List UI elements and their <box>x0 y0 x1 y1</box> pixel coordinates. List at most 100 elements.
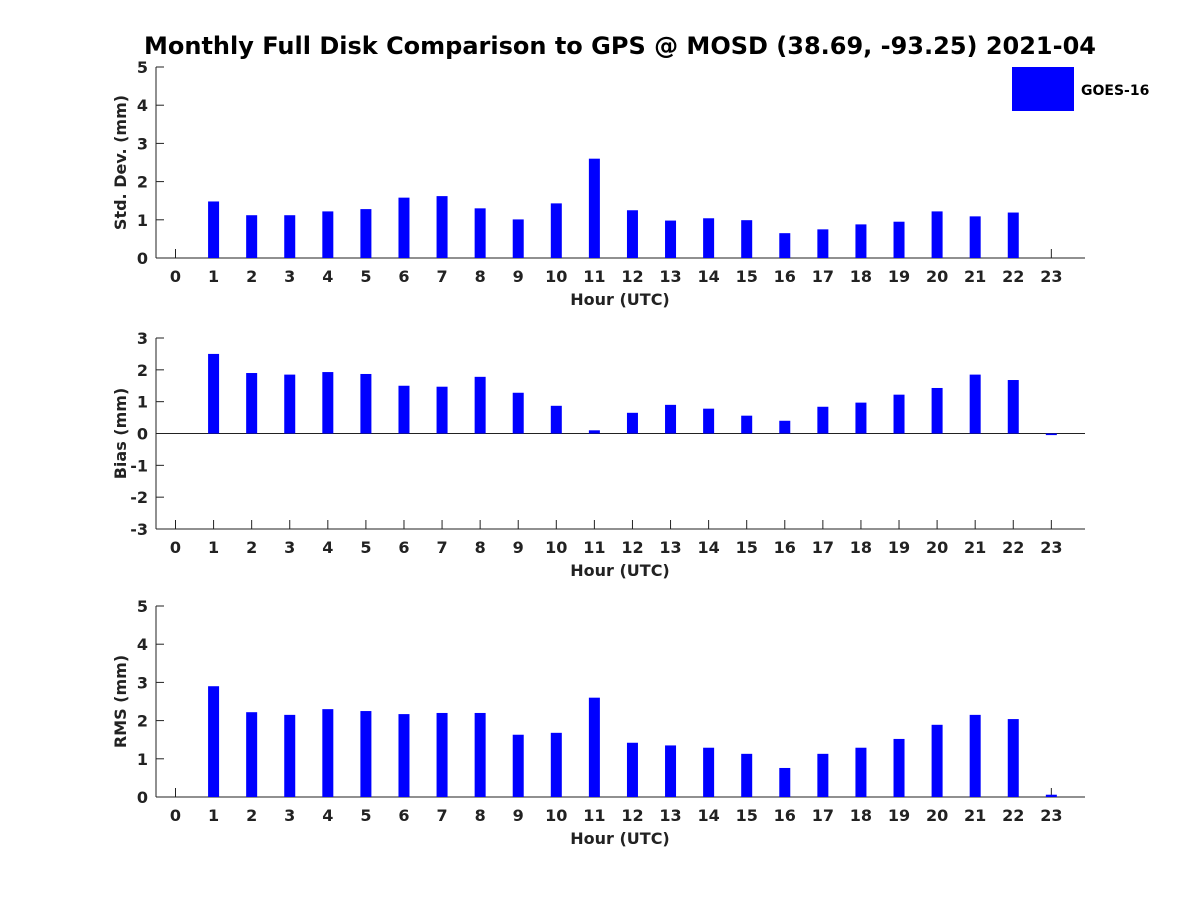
x-tick-label: 23 <box>1040 267 1062 286</box>
bar <box>665 404 677 434</box>
x-tick-label: 5 <box>360 538 371 557</box>
bar <box>741 220 753 258</box>
y-axis-label: Std. Dev. (mm) <box>111 95 130 230</box>
bar <box>398 197 410 258</box>
bar <box>246 215 258 258</box>
bar <box>588 430 600 434</box>
bar <box>436 712 448 797</box>
bar <box>588 158 600 258</box>
bar <box>208 686 220 797</box>
bar <box>626 742 638 797</box>
legend: GOES-16 <box>1012 67 1149 111</box>
x-tick-label: 19 <box>888 806 910 825</box>
y-tick-label: 1 <box>137 393 148 412</box>
x-tick-label: 20 <box>926 538 948 557</box>
bar <box>703 747 715 797</box>
y-tick-label: 0 <box>137 425 148 444</box>
bar <box>931 211 943 258</box>
x-tick-label: 20 <box>926 806 948 825</box>
x-tick-label: 11 <box>583 806 605 825</box>
x-tick-label: 10 <box>545 538 567 557</box>
x-tick-label: 21 <box>964 538 986 557</box>
x-tick-label: 14 <box>697 267 719 286</box>
x-tick-label: 11 <box>583 538 605 557</box>
x-tick-label: 1 <box>208 806 219 825</box>
bar <box>436 196 448 258</box>
bar <box>512 392 524 434</box>
legend-swatch <box>1012 67 1074 111</box>
y-tick-label: 0 <box>137 788 148 807</box>
bar <box>931 387 943 434</box>
bar <box>893 221 905 258</box>
y-axis-label: Bias (mm) <box>111 388 130 480</box>
bar <box>703 408 715 434</box>
y-tick-label: 3 <box>137 673 148 692</box>
x-tick-label: 0 <box>170 538 181 557</box>
bar <box>1007 212 1019 258</box>
bar <box>741 415 753 434</box>
bar <box>512 219 524 258</box>
x-tick-label: 13 <box>659 538 681 557</box>
x-axis-label: Hour (UTC) <box>570 561 670 580</box>
bar <box>855 224 867 258</box>
y-tick-label: 3 <box>137 134 148 153</box>
x-tick-label: 3 <box>284 806 295 825</box>
bar <box>703 218 715 258</box>
x-tick-label: 22 <box>1002 267 1024 286</box>
bar <box>817 229 829 258</box>
x-tick-label: 0 <box>170 267 181 286</box>
bar <box>1007 380 1019 434</box>
bar <box>665 220 677 258</box>
y-tick-label: 1 <box>137 750 148 769</box>
bar <box>474 208 486 258</box>
y-tick-label: 5 <box>137 58 148 77</box>
bar <box>360 373 372 434</box>
x-tick-label: 21 <box>964 806 986 825</box>
x-tick-label: 19 <box>888 538 910 557</box>
bar <box>398 385 410 434</box>
bar <box>969 714 981 797</box>
x-tick-label: 4 <box>322 267 333 286</box>
x-tick-label: 17 <box>812 806 834 825</box>
x-tick-label: 7 <box>436 538 447 557</box>
x-tick-label: 18 <box>850 267 872 286</box>
bar <box>360 711 372 797</box>
bar <box>322 211 334 258</box>
bar <box>626 210 638 258</box>
x-axis-label: Hour (UTC) <box>570 290 670 309</box>
bar <box>893 738 905 797</box>
bar <box>588 697 600 797</box>
x-tick-label: 10 <box>545 806 567 825</box>
bar <box>779 233 791 258</box>
y-tick-label: 0 <box>137 249 148 268</box>
x-tick-label: 20 <box>926 267 948 286</box>
x-tick-label: 2 <box>246 806 257 825</box>
x-tick-label: 9 <box>513 267 524 286</box>
x-tick-label: 17 <box>812 267 834 286</box>
y-axis-label: RMS (mm) <box>111 655 130 748</box>
x-tick-label: 3 <box>284 267 295 286</box>
x-tick-label: 12 <box>621 267 643 286</box>
bar <box>322 372 334 434</box>
x-tick-label: 16 <box>774 806 796 825</box>
x-tick-label: 13 <box>659 267 681 286</box>
bar <box>665 745 677 797</box>
bar <box>550 732 562 797</box>
x-tick-label: 18 <box>850 538 872 557</box>
x-tick-label: 9 <box>513 538 524 557</box>
bar <box>398 714 410 797</box>
x-tick-label: 11 <box>583 267 605 286</box>
x-tick-label: 13 <box>659 806 681 825</box>
bar <box>474 712 486 797</box>
x-tick-label: 2 <box>246 267 257 286</box>
x-tick-label: 6 <box>398 538 409 557</box>
bar <box>741 753 753 797</box>
x-tick-label: 22 <box>1002 806 1024 825</box>
legend-label: GOES-16 <box>1081 83 1149 99</box>
x-tick-label: 22 <box>1002 538 1024 557</box>
x-tick-label: 1 <box>208 538 219 557</box>
y-tick-label: 3 <box>137 329 148 348</box>
bar <box>817 753 829 797</box>
